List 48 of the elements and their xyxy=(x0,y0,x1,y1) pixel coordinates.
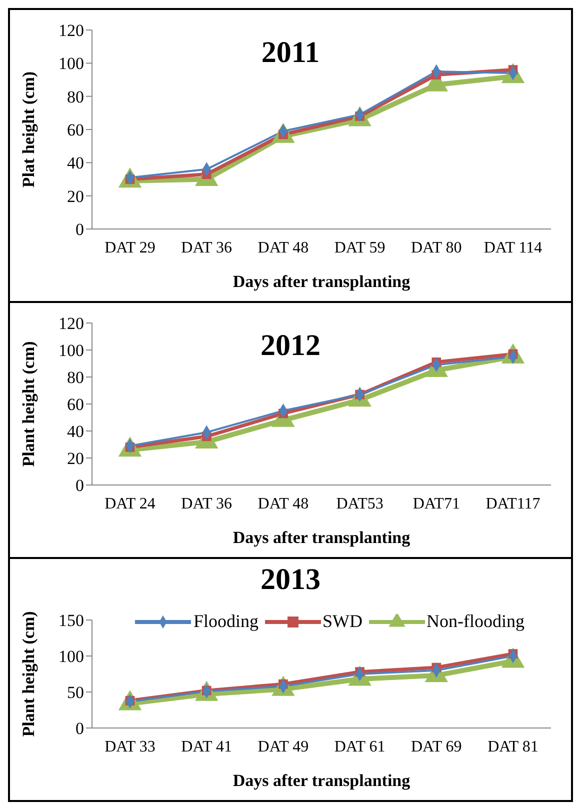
y-tick-label: 40 xyxy=(67,154,84,173)
y-tick-label: 20 xyxy=(67,449,84,468)
x-tick-label: DAT 49 xyxy=(258,738,309,756)
legend-label: Non-flooding xyxy=(426,611,524,632)
x-axis-title: Days after transplanting xyxy=(232,771,411,790)
y-tick-label: 120 xyxy=(58,21,84,40)
y-tick-label: 100 xyxy=(58,54,84,74)
y-tick-label: 40 xyxy=(67,422,84,442)
y-tick-label: 80 xyxy=(67,368,84,388)
x-tick-label: DAT 24 xyxy=(104,495,156,512)
y-tick-label: 100 xyxy=(58,341,84,360)
y-tick-label: 120 xyxy=(58,314,84,334)
y-tick-label: 0 xyxy=(76,476,84,496)
x-tick-label: DAT71 xyxy=(412,495,460,512)
x-tick-label: DAT 48 xyxy=(258,239,309,256)
x-tick-label: DAT 114 xyxy=(484,239,542,256)
y-tick-label: 20 xyxy=(67,186,84,206)
x-tick-label: DAT 81 xyxy=(488,738,538,756)
legend-label: SWD xyxy=(322,611,362,632)
x-tick-label: DAT 33 xyxy=(104,738,156,756)
y-tick-label: 80 xyxy=(67,87,84,106)
y-tick-label: 0 xyxy=(76,719,84,738)
x-tick-label: DAT 48 xyxy=(258,495,309,512)
x-axis-title: Days after transplanting xyxy=(232,272,411,291)
y-tick-label: 50 xyxy=(67,683,84,702)
y-axis-title: Plat height (cm) xyxy=(19,71,38,188)
x-tick-label: DAT117 xyxy=(486,495,540,512)
x-tick-label: DAT53 xyxy=(336,495,384,512)
y-axis-title: Plant height (cm) xyxy=(19,611,38,737)
y-tick-label: 150 xyxy=(58,611,84,630)
x-tick-label: DAT 69 xyxy=(410,738,462,756)
chart-title: 2012 xyxy=(260,329,320,362)
x-tick-label: DAT 36 xyxy=(181,239,232,256)
x-tick-label: DAT 80 xyxy=(410,239,462,256)
y-tick-label: 100 xyxy=(58,647,84,666)
chart-title: 2011 xyxy=(261,36,320,69)
x-tick-label: DAT 41 xyxy=(181,738,232,756)
y-tick-label: 60 xyxy=(67,395,84,414)
chart-title: 2013 xyxy=(260,563,322,597)
x-tick-label: DAT 59 xyxy=(334,239,386,256)
y-tick-label: 0 xyxy=(76,220,84,240)
legend-label: Flooding xyxy=(193,611,258,632)
x-tick-label: DAT 61 xyxy=(334,738,386,756)
x-tick-label: DAT 36 xyxy=(181,495,232,512)
y-axis-title: Plant height (cm) xyxy=(19,341,38,467)
x-axis-title: Days after transplanting xyxy=(232,528,411,547)
x-tick-label: DAT 29 xyxy=(104,239,156,256)
y-tick-label: 60 xyxy=(67,120,84,140)
